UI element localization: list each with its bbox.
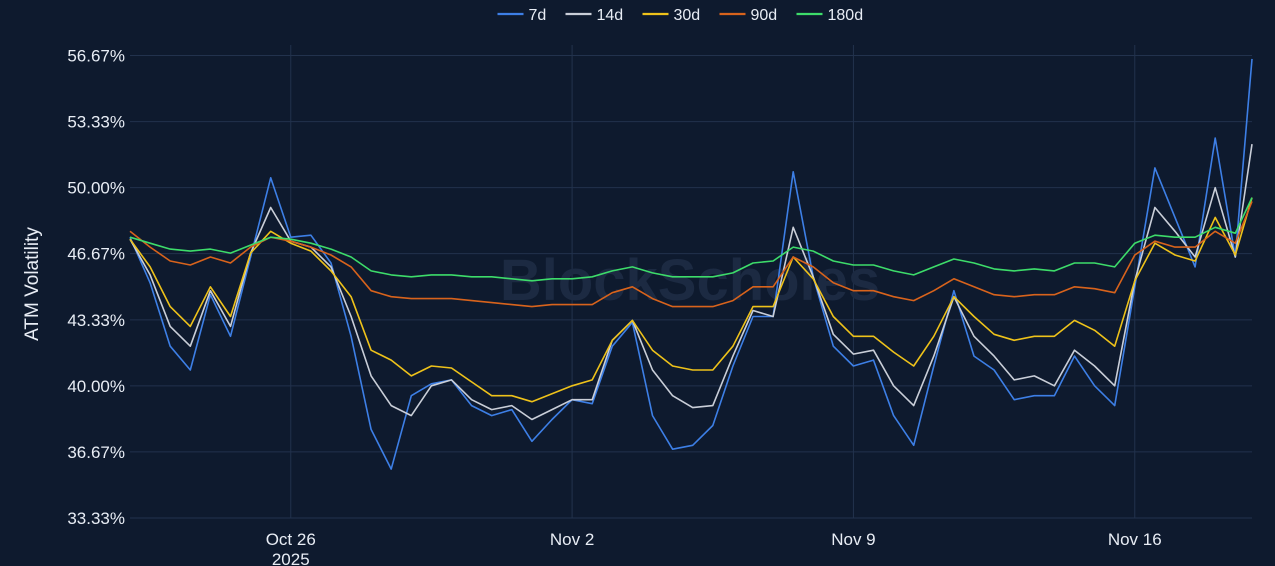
y-tick-label: 33.33% xyxy=(67,509,125,528)
y-tick-label: 46.67% xyxy=(67,245,125,264)
x-tick-label: Nov 2 xyxy=(550,530,594,549)
y-tick-label: 53.33% xyxy=(67,113,125,132)
y-axis-title: ATM Volatility xyxy=(22,227,43,341)
legend-item-30d[interactable]: 30d xyxy=(642,7,701,24)
legend-label: 7d xyxy=(529,7,547,24)
grid-layer xyxy=(130,45,1252,519)
y-tick-label: 43.33% xyxy=(67,311,125,330)
y-tick-label: 50.00% xyxy=(67,179,125,198)
legend-label: 30d xyxy=(674,7,701,24)
legend-item-180d[interactable]: 180d xyxy=(796,7,864,24)
legend-label: 90d xyxy=(751,7,778,24)
y-tick-label: 36.67% xyxy=(67,443,125,462)
series-line-180d xyxy=(129,197,1253,282)
legend-item-7d[interactable]: 7d xyxy=(497,7,547,24)
x-tick-label: Nov 9 xyxy=(831,530,875,549)
legend-item-14d[interactable]: 14d xyxy=(565,7,624,24)
x-tick-sublabel: 2025 xyxy=(272,550,310,566)
y-tick-label: 56.67% xyxy=(67,47,125,66)
legend-item-90d[interactable]: 90d xyxy=(719,7,778,24)
x-tick-label: Oct 26 xyxy=(266,530,316,549)
series-layer xyxy=(129,58,1253,470)
watermark-text: BlockScholes xyxy=(500,248,880,313)
legend[interactable]: 7d 14d 30d 90d 180d xyxy=(497,7,864,24)
x-tick-label: Nov 16 xyxy=(1108,530,1162,549)
series-line-30d xyxy=(129,197,1253,403)
series-line-14d xyxy=(129,143,1253,421)
legend-label: 180d xyxy=(828,7,864,24)
legend-label: 14d xyxy=(597,7,624,24)
y-tick-label: 40.00% xyxy=(67,377,125,396)
series-line-90d xyxy=(129,201,1253,308)
y-axis: 33.33% 36.67% 40.00% 43.33% 46.67% 50.00% 53.3… xyxy=(67,47,125,528)
